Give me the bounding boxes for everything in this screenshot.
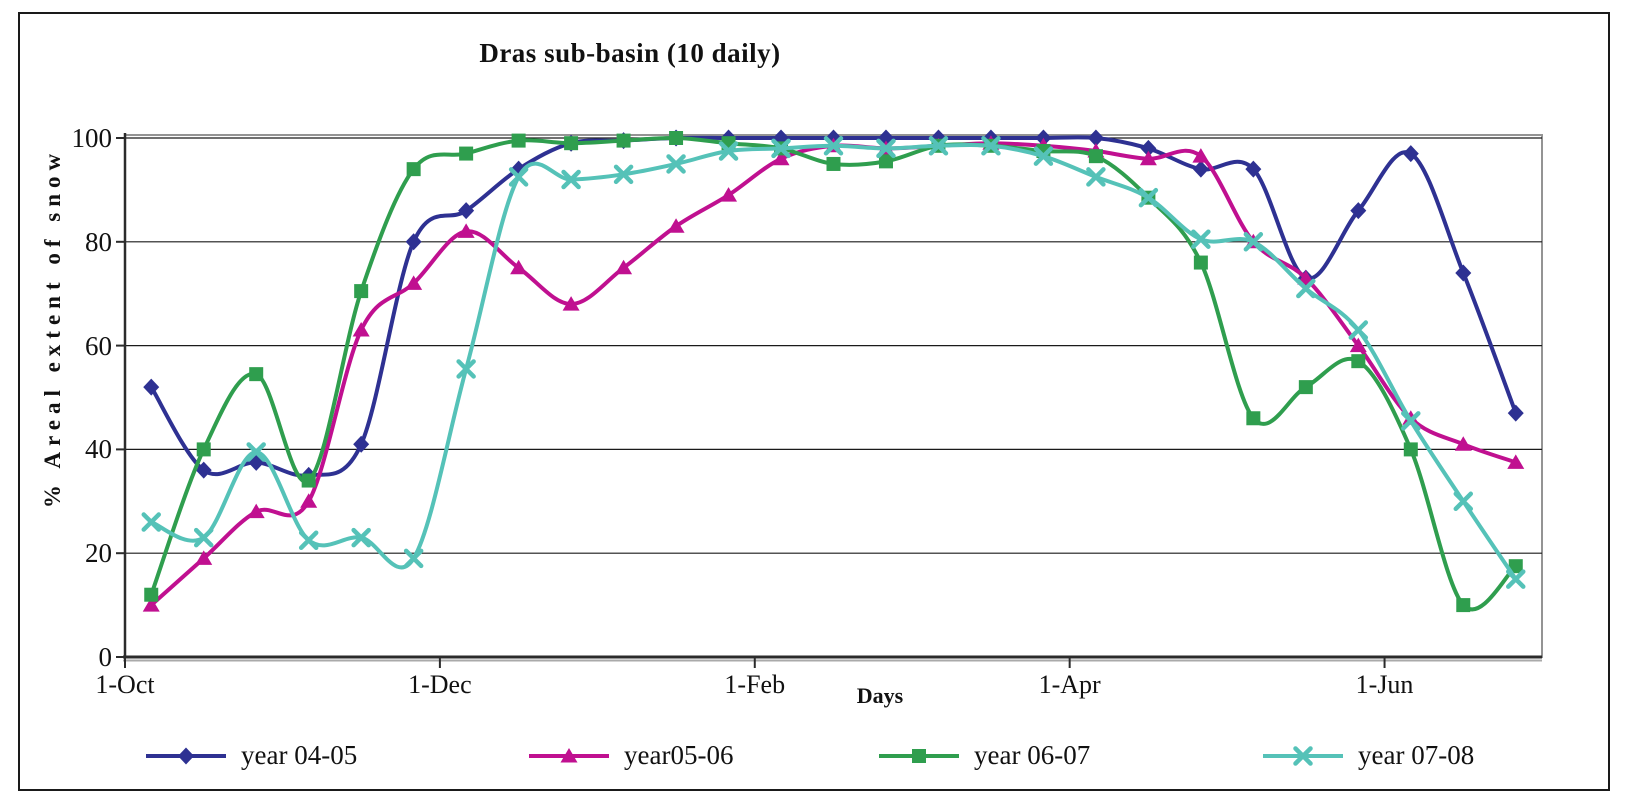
y-axis-title: % Areal extent of snow — [40, 147, 65, 509]
x-tick-label: 1-Dec — [408, 670, 472, 699]
y-tick-label: 80 — [85, 226, 112, 257]
y-tick-label: 40 — [85, 434, 112, 465]
figure-border — [18, 12, 1610, 791]
series-markers-year-07-08 — [141, 136, 1526, 589]
y-tick-label: 20 — [85, 538, 112, 569]
y-tick-label: 100 — [71, 123, 113, 153]
x-tick-label: 1-Jun — [1355, 670, 1414, 699]
series-markers-year-04-05 — [143, 129, 1524, 484]
x-tick-label: 1-Apr — [1038, 670, 1101, 699]
y-tick-label: 0 — [98, 642, 113, 672]
series-line-year05-06 — [149, 141, 1518, 608]
y-tick-label: 60 — [85, 330, 112, 361]
series-line-year-07-08 — [149, 142, 1518, 582]
x-axis-title: Days — [856, 683, 904, 708]
x-tick-label: 1-Feb — [724, 670, 786, 699]
chart-title: Dras sub-basin (10 daily) — [479, 38, 781, 68]
x-tick-label: 1-Oct — [95, 670, 155, 699]
